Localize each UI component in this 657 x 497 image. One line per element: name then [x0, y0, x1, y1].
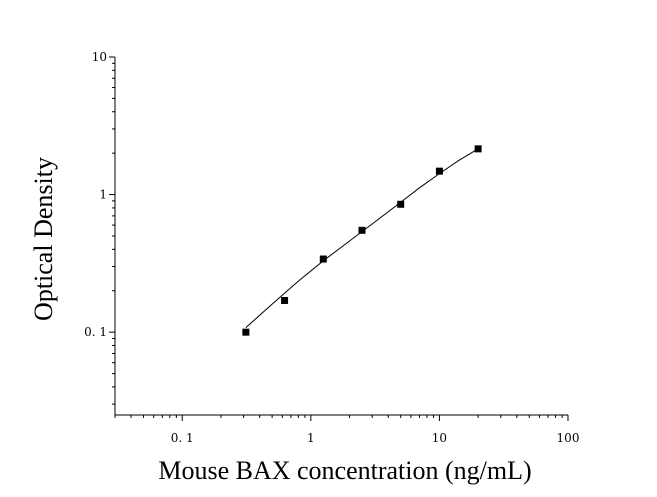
data-point: [319, 255, 327, 263]
y-tick-label: 1: [99, 188, 107, 202]
data-point: [474, 145, 482, 153]
y-axis-label: Optical Density: [29, 157, 58, 321]
x-axis-label: Mouse BAX concentration (ng/mL): [158, 456, 531, 485]
y-tick-label: 10: [92, 50, 107, 64]
data-point: [242, 328, 250, 336]
data-point: [397, 200, 405, 208]
fit-curve: [245, 148, 479, 328]
fit-curve-layer: [245, 148, 479, 328]
ticks: 0. 1 1 10 100 0. 1 1 10: [84, 50, 579, 445]
data-point: [435, 167, 443, 175]
y-tick-label: 0. 1: [84, 325, 107, 339]
data-point: [281, 296, 289, 304]
x-tick-label: 1: [307, 431, 315, 445]
axes: [114, 57, 568, 416]
x-tick-label: 10: [432, 431, 447, 445]
x-tick-label: 100: [557, 431, 580, 445]
data-point: [358, 226, 366, 234]
x-tick-label: 0. 1: [171, 431, 194, 445]
data-points: [242, 145, 482, 336]
